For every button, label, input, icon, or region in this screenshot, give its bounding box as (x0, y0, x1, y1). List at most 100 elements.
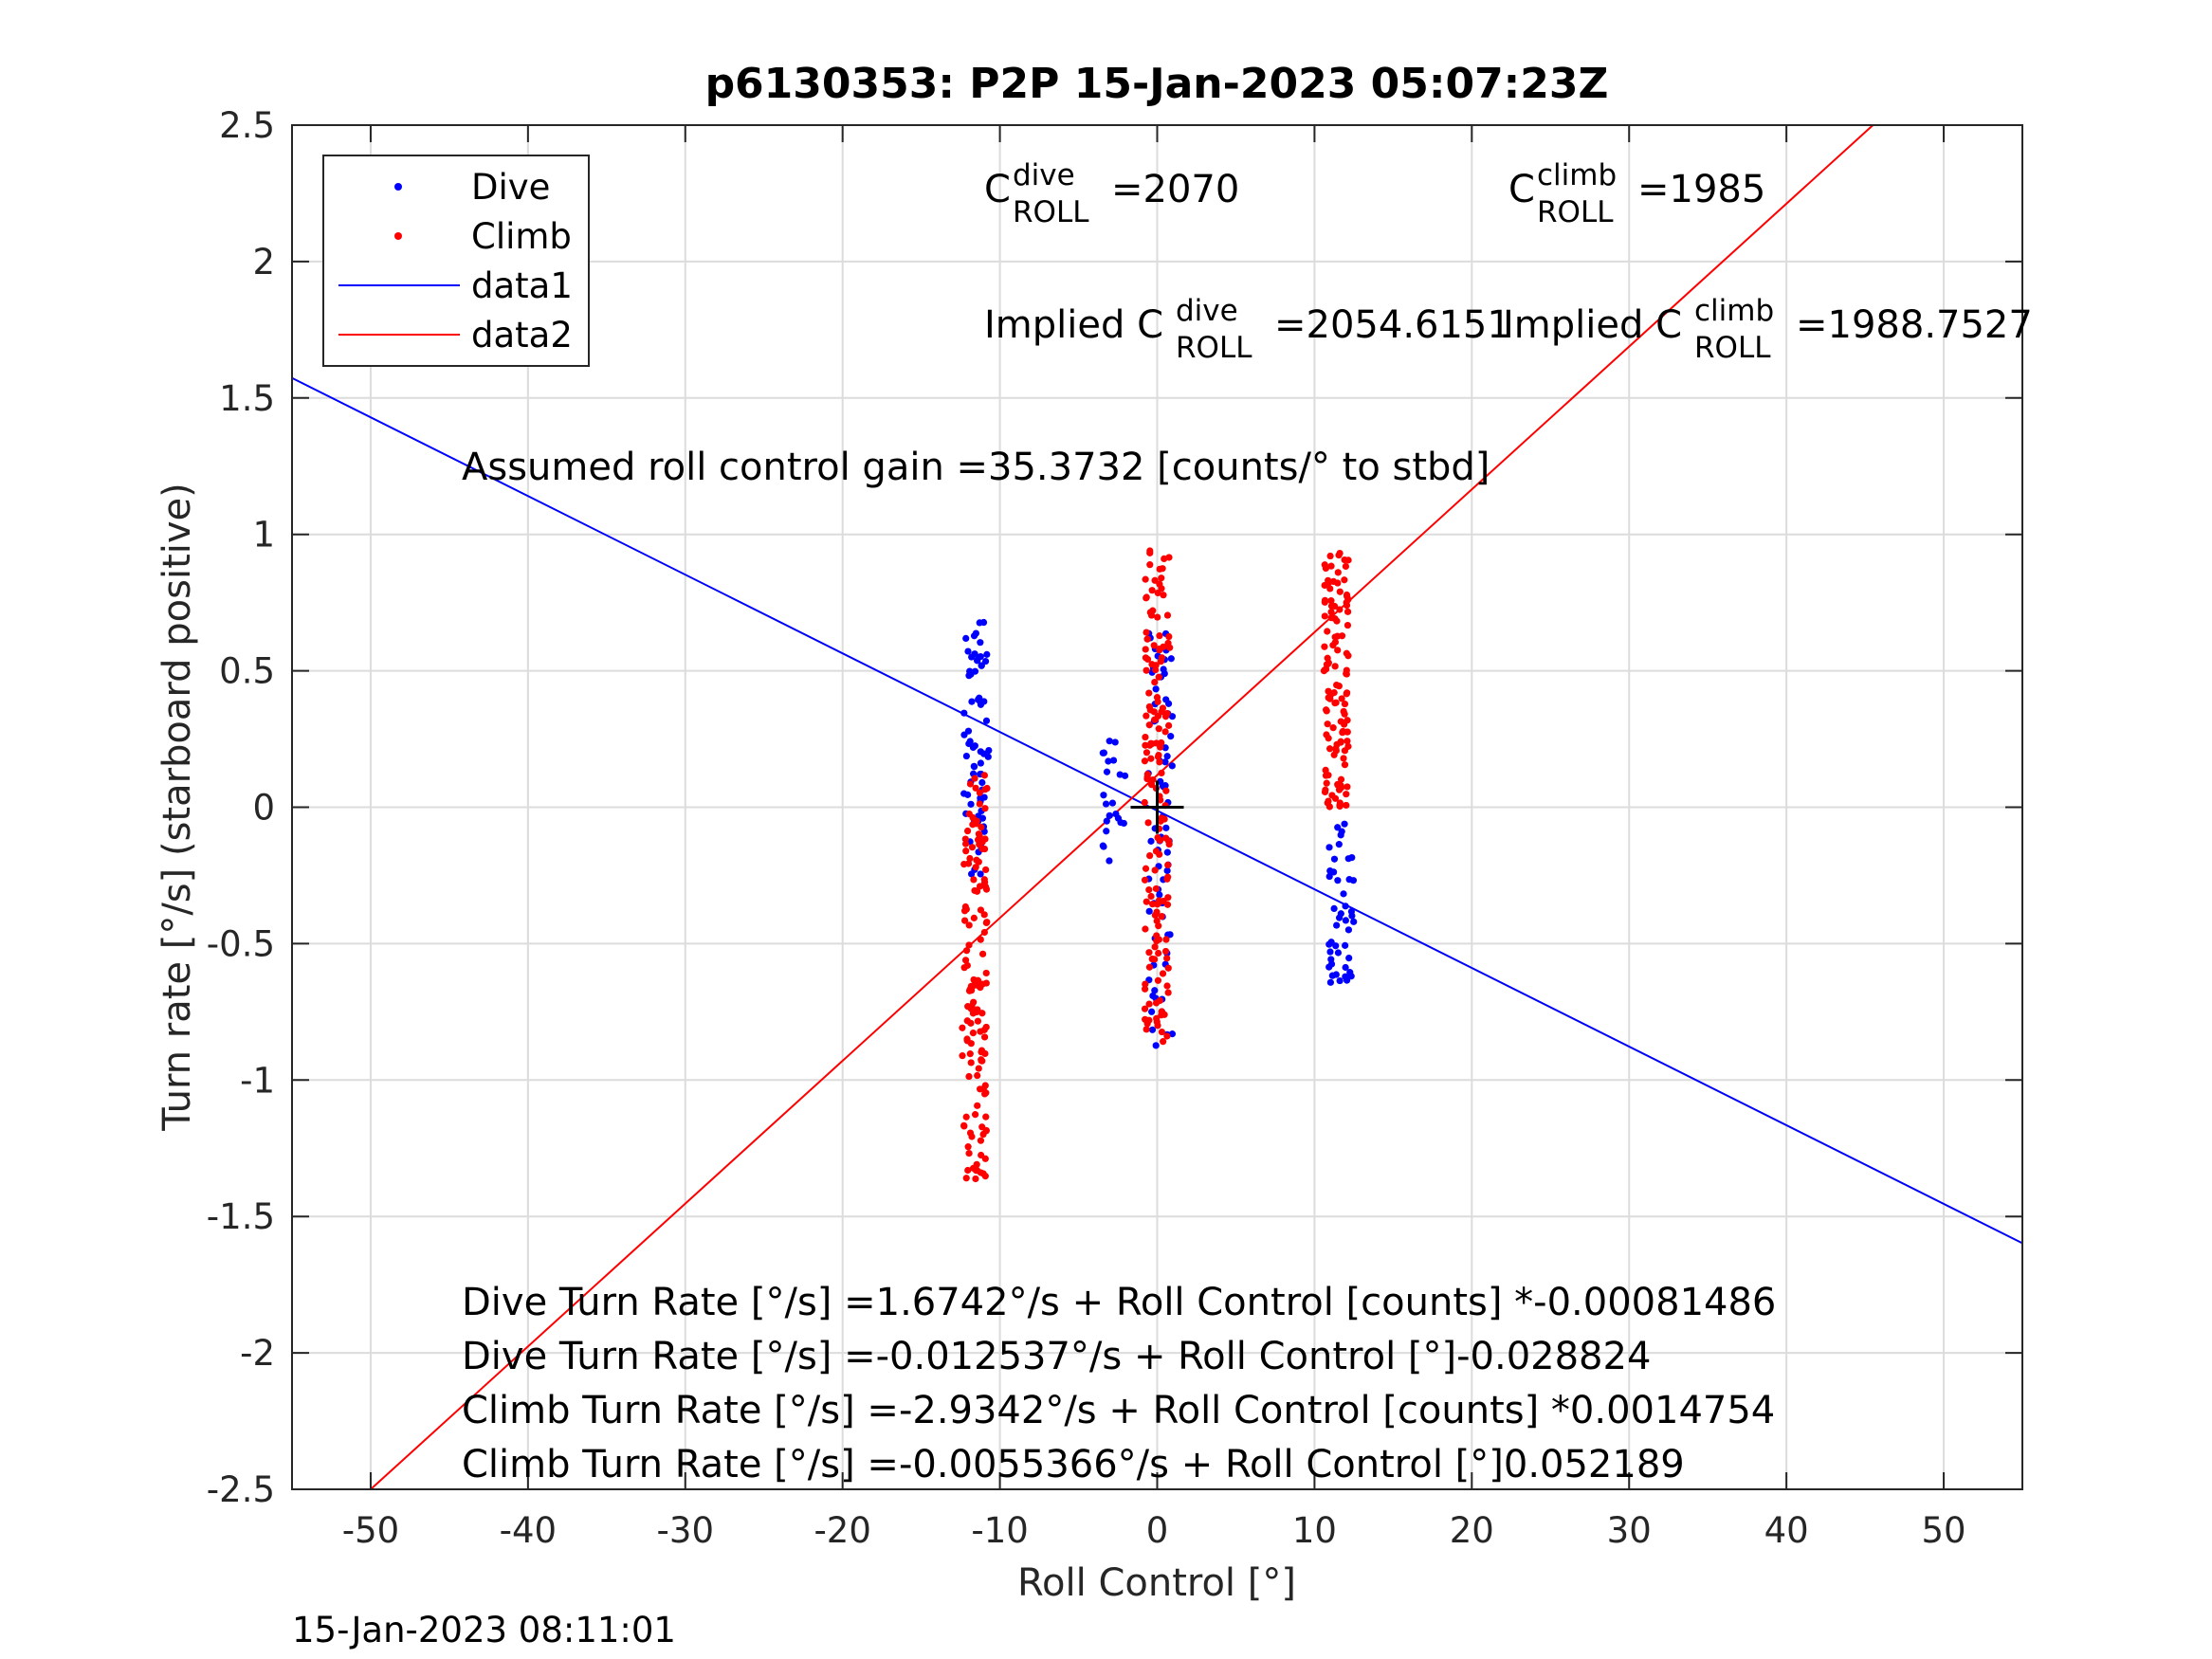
climb-point (1143, 1020, 1151, 1028)
dive-point (1103, 768, 1111, 775)
dive-point (1147, 837, 1155, 845)
dive-point (1145, 907, 1153, 915)
c-roll-climb-annotation: C climb ROLL =1985 (1508, 158, 1765, 229)
climb-point (1165, 554, 1173, 561)
x-tick-label: -50 (342, 1510, 399, 1551)
climb-point (1325, 745, 1334, 753)
climb-point (967, 1005, 975, 1012)
climb-point (1340, 755, 1347, 762)
dive-point (1151, 987, 1159, 994)
climb-point (1160, 1038, 1167, 1046)
climb-point (1143, 635, 1151, 643)
implied-climb-annotation: Implied C climb ROLL =1988.7527 (1503, 294, 2033, 365)
climb-point (977, 906, 985, 914)
climb-point (1334, 647, 1342, 654)
climb-point (982, 969, 990, 977)
implied-climb-sup: climb (1694, 294, 1774, 328)
dive-point (1347, 973, 1355, 980)
climb-point (1327, 608, 1335, 616)
climb-point (975, 1065, 982, 1072)
climb-point (1145, 963, 1154, 971)
dive-point (1100, 843, 1107, 850)
climb-point (1145, 885, 1153, 894)
dive-equation-degrees: Dive Turn Rate [°/s] =-0.012537°/s + Rol… (462, 1335, 1651, 1378)
climb-point (969, 813, 977, 822)
climb-point (1324, 720, 1331, 728)
climb-point (1148, 587, 1156, 594)
dive-point (1342, 917, 1349, 924)
climb-point (979, 1130, 987, 1139)
climb-point (1157, 743, 1164, 751)
x-tick-label: -10 (971, 1510, 1028, 1551)
dive-point (970, 762, 978, 770)
climb-point (1145, 949, 1153, 957)
climb-point (961, 835, 969, 843)
climb-point (1152, 999, 1161, 1007)
climb-point (1158, 1012, 1165, 1019)
climb-point (962, 1113, 970, 1121)
climb-point (982, 1089, 990, 1097)
climb-point (1341, 747, 1349, 755)
climb-point (1158, 1028, 1166, 1036)
climb-point (1336, 549, 1344, 557)
dive-point (1342, 902, 1349, 910)
climb-point (1322, 772, 1330, 779)
data-points (959, 547, 1358, 1183)
implied-climb-value: =1988.7527 (1796, 303, 2033, 347)
climb-point (1146, 741, 1154, 749)
dive-point (1348, 854, 1356, 862)
climb-point (968, 844, 977, 851)
climb-point (1324, 660, 1332, 668)
climb-point (1339, 727, 1346, 736)
legend-climb-marker (394, 232, 402, 240)
climb-point (1155, 725, 1162, 733)
climb-point (1335, 786, 1344, 793)
climb-point (1331, 663, 1339, 670)
climb-point (1343, 791, 1350, 798)
climb-point (1157, 658, 1164, 665)
x-tick-label: 50 (1921, 1510, 1965, 1551)
dive-point (1325, 963, 1333, 971)
dive-point (1325, 844, 1333, 851)
climb-point (1141, 876, 1149, 884)
climb-point (1148, 955, 1156, 963)
climb-point (1338, 695, 1345, 702)
y-tick-label: -0.5 (207, 923, 275, 964)
dive-point (1335, 841, 1343, 848)
climb-point (980, 876, 988, 884)
climb-point (1332, 747, 1340, 755)
climb-point (1153, 1014, 1161, 1022)
climb-point (1156, 850, 1163, 858)
implied-dive-sub: ROLL (1176, 331, 1252, 365)
climb-point (1151, 911, 1159, 920)
climb-point (1151, 576, 1159, 584)
climb-point (978, 1057, 986, 1065)
climb-point (1341, 700, 1349, 708)
climb-point (1344, 652, 1352, 660)
climb-point (1156, 647, 1163, 654)
dive-point (1340, 890, 1347, 898)
climb-point (1342, 562, 1350, 571)
climb-point (1336, 588, 1344, 595)
climb-point (1153, 917, 1161, 925)
climb-point (1343, 666, 1350, 674)
climb-point (1161, 947, 1170, 956)
climb-point (1326, 585, 1334, 592)
climb-point (1162, 787, 1170, 794)
dive-point (1103, 828, 1110, 835)
climb-point (1161, 728, 1169, 736)
dive-point (978, 778, 986, 787)
dive-point (1326, 948, 1334, 956)
climb-point (1344, 738, 1351, 745)
climb-point (1341, 576, 1348, 584)
implied-climb-prefix: Implied C (1503, 303, 1682, 347)
climb-point (970, 998, 978, 1006)
implied-climb-sub: ROLL (1694, 331, 1771, 365)
climb-point (966, 854, 974, 863)
climb-point (1143, 712, 1150, 720)
dive-point (971, 667, 979, 675)
climb-point (1337, 775, 1345, 783)
climb-point (970, 914, 978, 921)
climb-point (1158, 574, 1165, 582)
dive-point (982, 717, 991, 724)
